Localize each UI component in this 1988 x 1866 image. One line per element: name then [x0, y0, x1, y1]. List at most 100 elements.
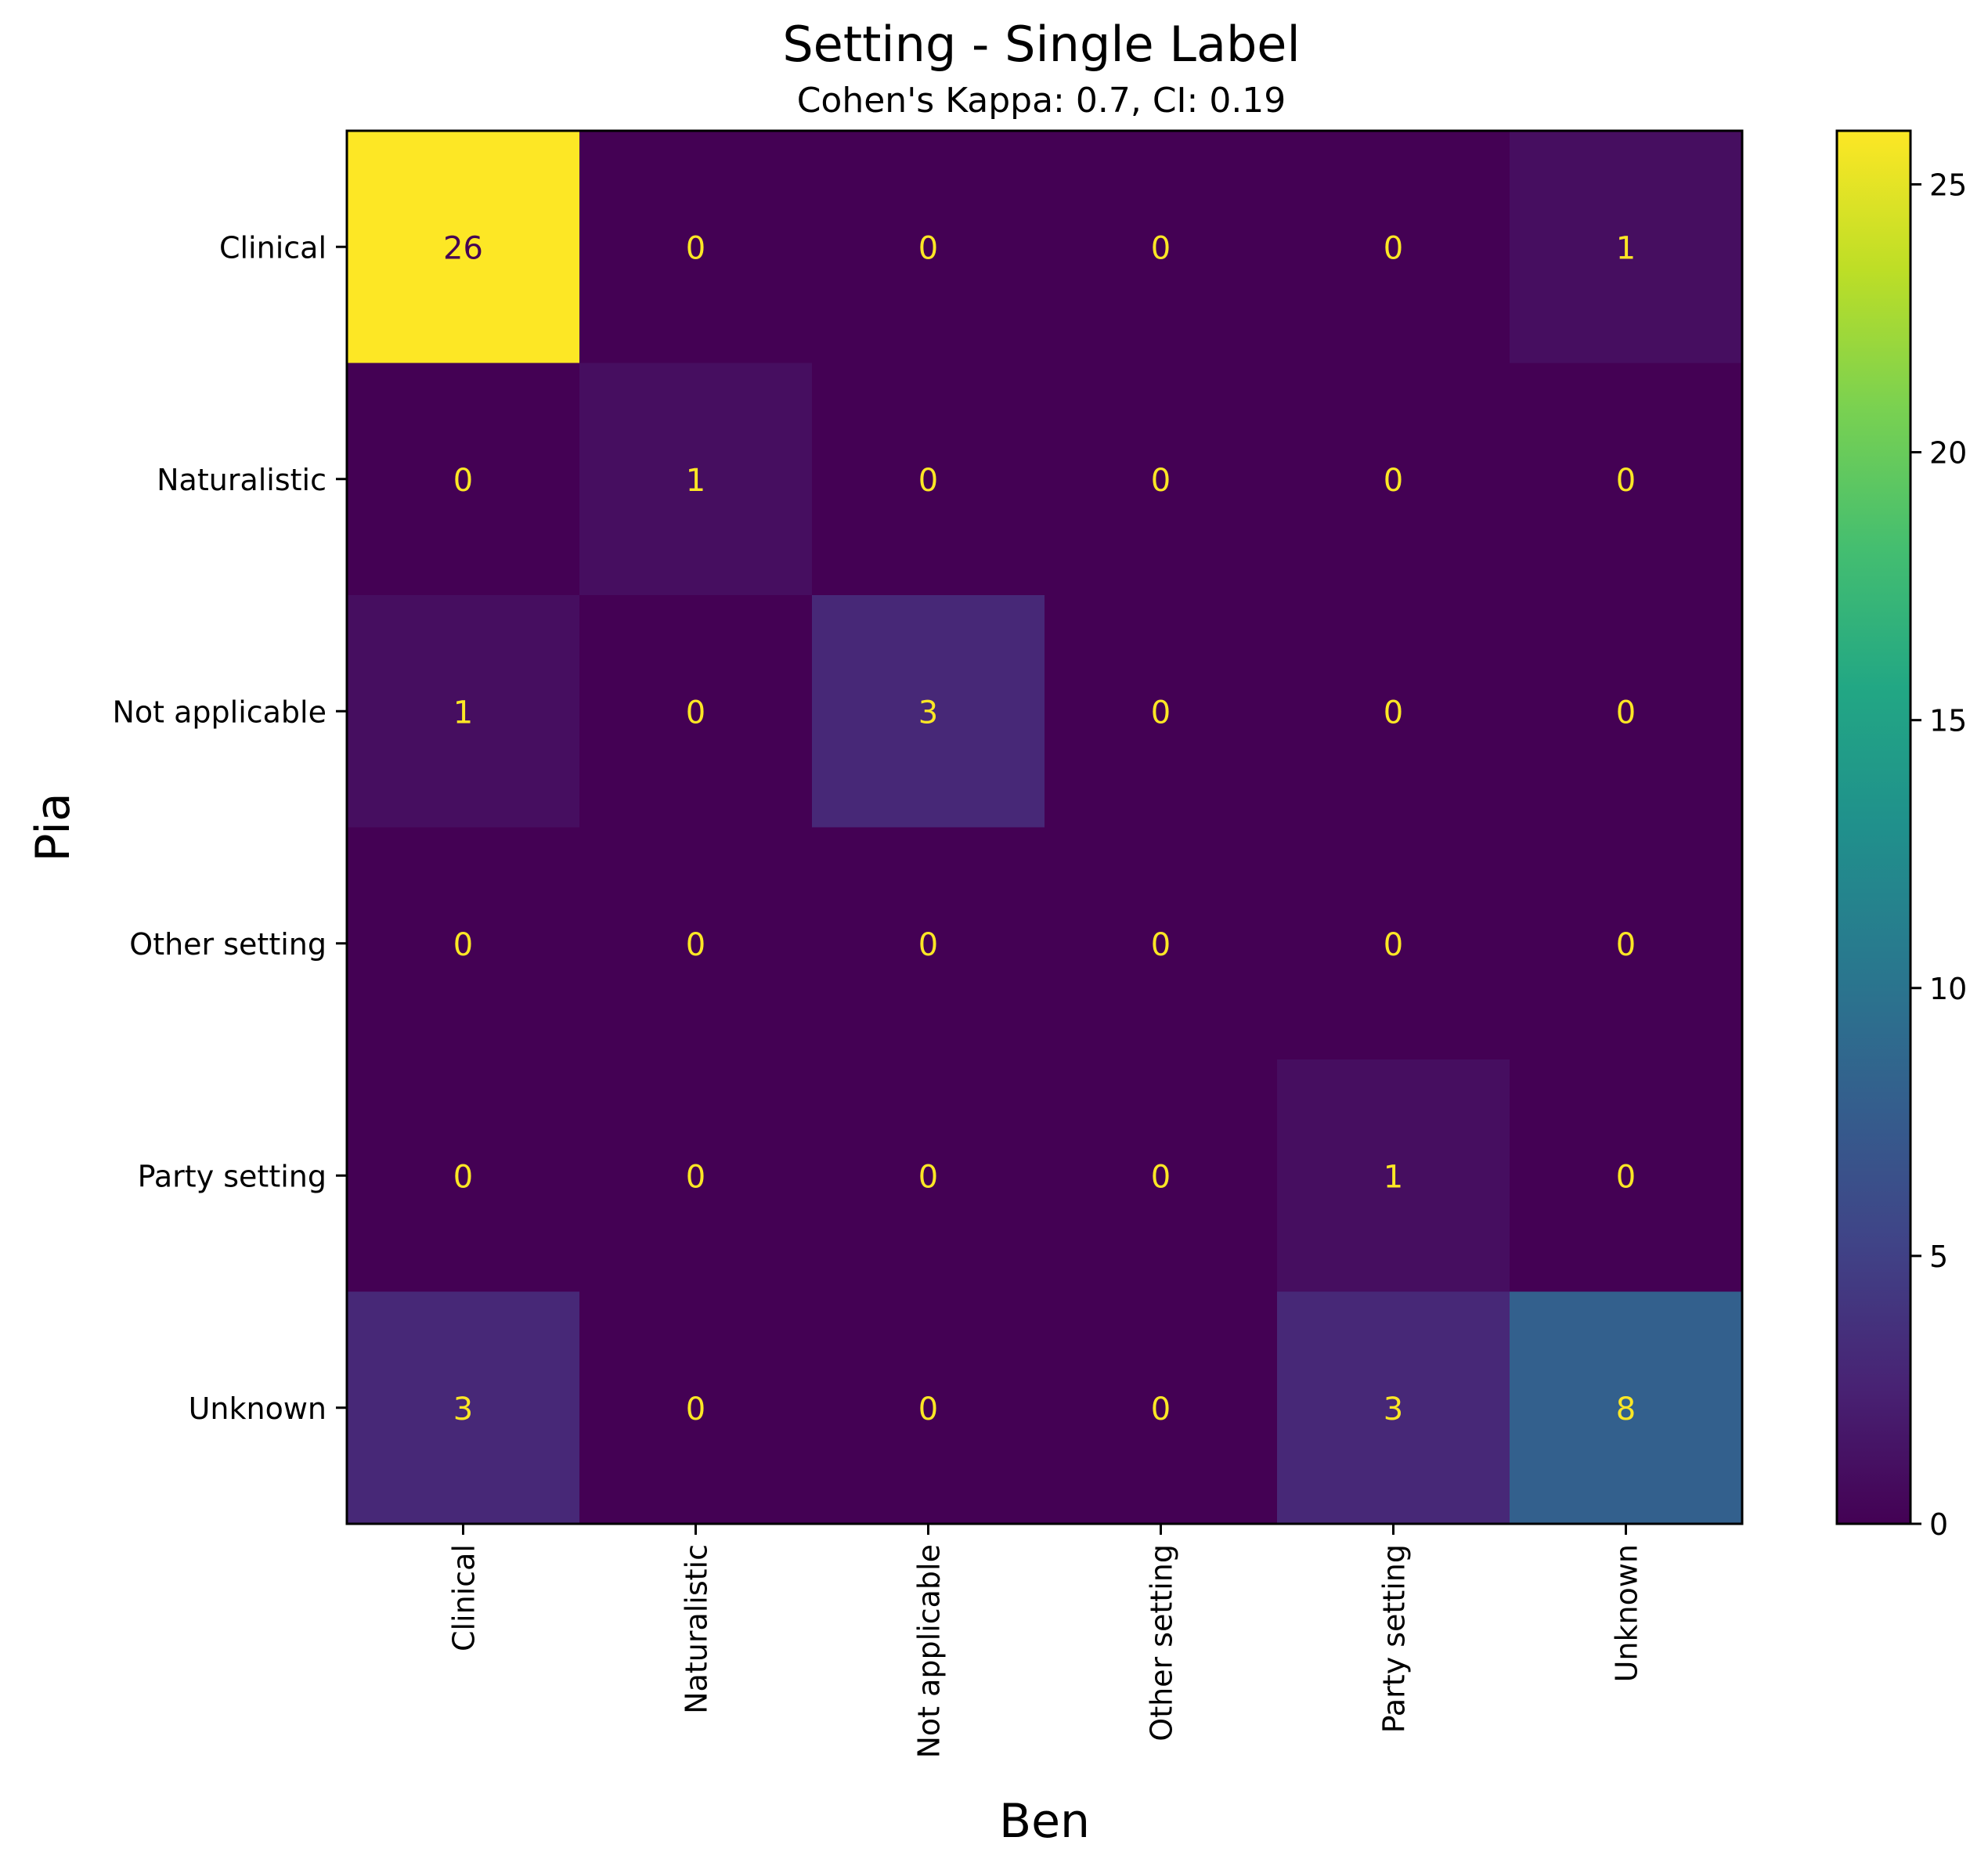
- cell-not-applicable-naturalistic: [579, 595, 813, 828]
- y-tick-label-other-setting: Other setting: [129, 927, 327, 962]
- cell-other-setting-other-setting: [1045, 827, 1278, 1060]
- plot-frame: [345, 129, 1744, 1525]
- cell-party-setting-clinical: [347, 1059, 580, 1293]
- cell-not-applicable-other-setting: [1045, 595, 1278, 828]
- cell-value-label: 3: [453, 1391, 473, 1427]
- cell-party-setting-party-setting: [1277, 1059, 1510, 1293]
- y-axis-label: Pia: [26, 792, 81, 861]
- cell-unknown-other-setting: [1045, 1291, 1278, 1525]
- cell-annotations: 26 0 0 0 0 1 0 1 0 0 0 0 1 0 3 0 0 0 0 0 0 0 0 0 0 0 0 0 1 0 3 0 0 0 3 8: [443, 230, 1636, 1427]
- cell-value-label: 0: [1151, 230, 1171, 266]
- x-axis-label: Ben: [999, 1794, 1090, 1849]
- x-tick-label-other-setting: Other setting: [1145, 1544, 1179, 1741]
- cell-not-applicable-not-applicable: [812, 595, 1045, 828]
- cell-other-setting-not-applicable: [812, 827, 1045, 1060]
- cell-value-label: 0: [453, 927, 473, 963]
- cell-value-label: 0: [686, 695, 705, 731]
- cell-value-label: 0: [918, 230, 938, 266]
- cell-naturalistic-clinical: [347, 363, 580, 596]
- cell-value-label: 0: [1384, 695, 1403, 731]
- x-tick-label-clinical: Clinical: [447, 1544, 482, 1651]
- cell-value-label: 1: [1384, 1159, 1403, 1195]
- chart-title: Setting - Single Label: [782, 16, 1300, 73]
- cell-value-label: 0: [1384, 463, 1403, 499]
- cell-value-label: 0: [1616, 463, 1636, 499]
- x-axis-ticks: Clinical Naturalistic Not applicable Other …: [447, 1524, 1644, 1759]
- cell-value-label: 0: [918, 1391, 938, 1427]
- cell-not-applicable-party-setting: [1277, 595, 1510, 828]
- cell-value-label: 0: [1384, 230, 1403, 266]
- cell-not-applicable-unknown: [1510, 595, 1743, 828]
- cell-party-setting-other-setting: [1045, 1059, 1278, 1293]
- colorbar-tick-label: 15: [1929, 704, 1967, 738]
- cell-value-label: 1: [453, 695, 473, 731]
- cell-value-label: 0: [1151, 695, 1171, 731]
- cell-clinical-not-applicable: [812, 131, 1045, 364]
- cell-unknown-naturalistic: [579, 1291, 813, 1525]
- cell-clinical-unknown: [1510, 131, 1743, 364]
- cell-value-label: 0: [453, 463, 473, 499]
- cell-other-setting-clinical: [347, 827, 580, 1060]
- cell-naturalistic-other-setting: [1045, 363, 1278, 596]
- cell-value-label: 0: [1616, 1159, 1636, 1195]
- cell-naturalistic-not-applicable: [812, 363, 1045, 596]
- cell-party-setting-unknown: [1510, 1059, 1743, 1293]
- cell-value-label: 0: [918, 463, 938, 499]
- cell-other-setting-party-setting: [1277, 827, 1510, 1060]
- cell-value-label: 0: [453, 1159, 473, 1195]
- cell-value-label: 1: [1616, 230, 1636, 266]
- y-tick-label-party-setting: Party setting: [138, 1159, 327, 1193]
- y-tick-label-clinical: Clinical: [219, 230, 327, 265]
- cell-naturalistic-naturalistic: [579, 363, 813, 596]
- colorbar-ticks: 0 5 10 15 20 25: [1910, 168, 1967, 1542]
- cell-value-label: 0: [1151, 1159, 1171, 1195]
- cell-value-label: 0: [1616, 927, 1636, 963]
- cell-party-setting-not-applicable: [812, 1059, 1045, 1293]
- cell-value-label: 3: [918, 695, 938, 731]
- cell-other-setting-unknown: [1510, 827, 1743, 1060]
- cell-naturalistic-unknown: [1510, 363, 1743, 596]
- cell-unknown-unknown: [1510, 1291, 1743, 1525]
- cell-value-label: 8: [1616, 1391, 1636, 1427]
- cell-value-label: 0: [1151, 463, 1171, 499]
- colorbar-tick-label: 10: [1929, 972, 1967, 1006]
- cell-unknown-not-applicable: [812, 1291, 1045, 1525]
- cell-value-label: 0: [918, 927, 938, 963]
- cell-party-setting-naturalistic: [579, 1059, 813, 1293]
- cell-other-setting-naturalistic: [579, 827, 813, 1060]
- colorbar-tick-label: 0: [1929, 1507, 1948, 1542]
- y-tick-label-not-applicable: Not applicable: [112, 695, 327, 729]
- cell-clinical-clinical: [347, 131, 580, 364]
- cell-value-label: 0: [1151, 1391, 1171, 1427]
- cell-value-label: 0: [918, 1159, 938, 1195]
- cell-naturalistic-party-setting: [1277, 363, 1510, 596]
- cell-value-label: 0: [1384, 927, 1403, 963]
- x-tick-label-party-setting: Party setting: [1377, 1544, 1412, 1733]
- cell-value-label: 3: [1384, 1391, 1403, 1427]
- cell-clinical-other-setting: [1045, 131, 1278, 364]
- colorbar-tick-label: 25: [1929, 168, 1967, 202]
- cell-value-label: 0: [1616, 695, 1636, 731]
- heatmap-cells: [347, 131, 1743, 1525]
- colorbar: [1835, 129, 1912, 1525]
- y-tick-label-naturalistic: Naturalistic: [157, 463, 327, 497]
- cell-value-label: 0: [686, 927, 705, 963]
- cell-value-label: 0: [1151, 927, 1171, 963]
- colorbar-tick-label: 20: [1929, 436, 1967, 471]
- cell-unknown-party-setting: [1277, 1291, 1510, 1525]
- cell-value-label: 26: [443, 230, 483, 266]
- y-axis-ticks: Clinical Naturalistic Not applicable Other …: [112, 230, 347, 1426]
- chart-subtitle: Cohen's Kappa: 0.7, CI: 0.19: [797, 81, 1286, 121]
- cell-clinical-naturalistic: [579, 131, 813, 364]
- cell-unknown-clinical: [347, 1291, 580, 1525]
- cell-clinical-party-setting: [1277, 131, 1510, 364]
- y-tick-label-unknown: Unknown: [189, 1391, 327, 1426]
- cell-value-label: 1: [686, 463, 705, 499]
- cell-not-applicable-clinical: [347, 595, 580, 828]
- cell-value-label: 0: [686, 230, 705, 266]
- cell-value-label: 0: [686, 1159, 705, 1195]
- cell-value-label: 0: [686, 1391, 705, 1427]
- x-tick-label-naturalistic: Naturalistic: [680, 1544, 714, 1714]
